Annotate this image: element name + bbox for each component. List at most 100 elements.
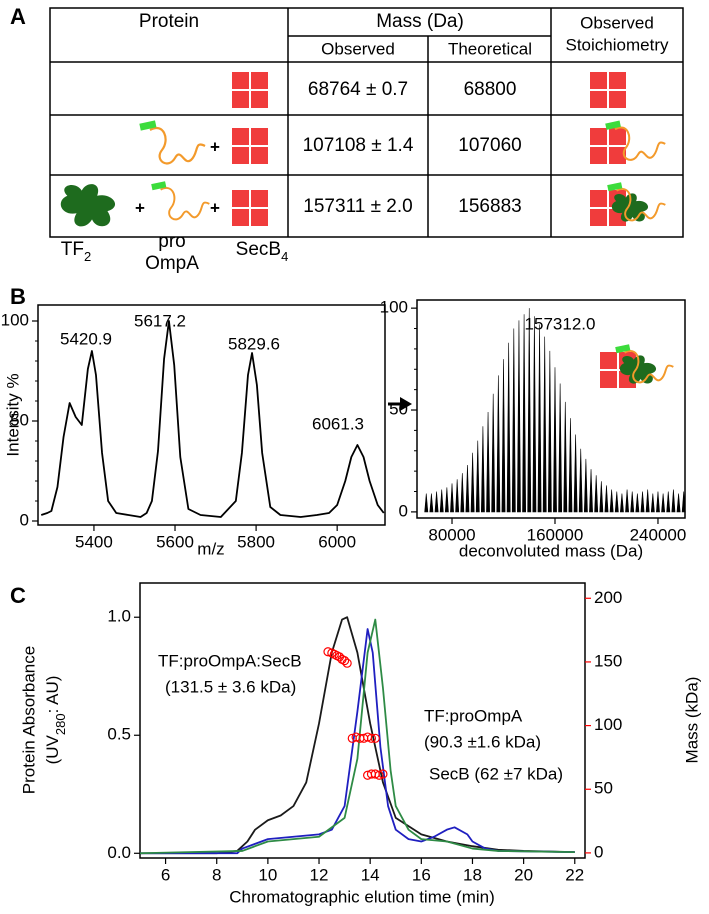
spectrum-peak: [589, 469, 593, 513]
x-tick-label: 240000: [630, 525, 687, 544]
cell: 156883: [458, 196, 521, 217]
label-subscript: 2: [84, 249, 91, 264]
panel-label: C: [10, 583, 26, 608]
header-cell: Observed: [321, 39, 395, 58]
label-text: TF: [61, 239, 84, 260]
spectrum-peak: [583, 458, 588, 513]
spectrum-peak: [522, 314, 526, 513]
x-tick-label: 12: [310, 865, 329, 884]
spectrum-peak: [563, 401, 568, 513]
spectrum-peak: [470, 452, 475, 513]
spectrum-peak: [532, 316, 537, 513]
header-cell: Protein: [139, 11, 199, 32]
spectrum-peak: [444, 487, 449, 513]
spectrum-peak: [465, 465, 470, 513]
annotation: TF:proOmpA: [424, 706, 523, 725]
y-tick-label: 50: [10, 410, 29, 429]
unit-text: : AU): [43, 676, 62, 714]
peak-label: 5420.9: [60, 329, 112, 348]
plus-sign: +: [135, 198, 145, 217]
mass-marker: [342, 658, 352, 668]
secb-icon: [590, 128, 626, 164]
spectrum-peak: [455, 479, 460, 513]
x-tick-label: 14: [361, 865, 380, 884]
spectrum-peak: [573, 434, 578, 513]
panel-label: B: [10, 284, 26, 309]
mass-marker: [374, 770, 384, 780]
y2-tick-label: 200: [594, 588, 622, 607]
x-tick-label: 80000: [428, 525, 475, 544]
spectrum-peak: [486, 412, 490, 513]
secb-icon: [232, 190, 268, 226]
spectrum-peak: [542, 336, 547, 513]
spectrum-peak: [434, 491, 439, 513]
cell: 157311 ± 2.0: [303, 196, 412, 217]
spectrum-peak: [604, 485, 609, 513]
spectrum-peak: [666, 491, 671, 513]
cell: 68800: [464, 79, 517, 100]
header-cell: Mass (Da): [376, 11, 464, 32]
y2-axis-label: Mass (kDa): [682, 677, 701, 764]
y-tick-label: 0.5: [107, 725, 131, 744]
proompa-icon: [150, 180, 211, 221]
y2-tick-label: 0: [594, 842, 603, 861]
y-axis-label: Protein Absorbance: [19, 646, 38, 794]
plus-sign: +: [210, 198, 220, 217]
header-cell: Stoichiometry: [566, 35, 669, 54]
spectrum-peak: [630, 491, 635, 513]
header-cell: Observed: [580, 13, 654, 32]
peak-label: 157312.0: [525, 314, 596, 333]
unit-subscript: 280: [53, 713, 68, 735]
spectrum-peak: [619, 493, 624, 513]
spectrum-peak: [609, 489, 614, 513]
y-tick-label: 0.0: [107, 843, 131, 862]
spectrum-peak: [501, 359, 506, 513]
plot-frame: [139, 582, 586, 859]
spectrum-peak: [511, 328, 516, 513]
y2-tick-label: 150: [594, 651, 622, 670]
y-tick-label: 0: [399, 501, 408, 520]
table: Protein Mass (Da) Observed Theoretical O…: [49, 7, 684, 238]
spectrum-peak: [599, 481, 604, 513]
secb-icon: [232, 72, 268, 108]
cell: 107108 ± 1.4: [303, 135, 414, 156]
x-axis-label: Chromatographic elution time (min): [229, 887, 495, 906]
y-tick-label: 1.0: [107, 607, 131, 626]
spectrum-peak: [424, 493, 429, 513]
mass-marker: [366, 733, 377, 743]
spectrum-peak: [450, 483, 454, 513]
data-line: [139, 618, 575, 855]
x-axis-label: deconvoluted mass (Da): [459, 541, 643, 560]
panel-label: A: [10, 4, 26, 29]
annotation: (131.5 ± 3.6 kDa): [165, 677, 296, 696]
spectrum-peak: [625, 489, 629, 513]
x-axis-label: m/z: [197, 539, 224, 558]
spectrum-peak: [614, 491, 619, 513]
tf-icon: [60, 184, 116, 227]
plot-frame: [37, 304, 386, 526]
x-tick-label: 6000: [318, 532, 356, 551]
mass-marker: [339, 656, 350, 666]
spectrum-peak: [661, 493, 666, 513]
secb-icon: [590, 72, 626, 108]
y2-tick-label: 50: [594, 779, 613, 798]
spectrum-peak: [635, 493, 640, 513]
spectrum-peak: [671, 489, 676, 513]
spectrum-peak: [568, 418, 573, 513]
y-tick-label: 100: [1, 310, 29, 329]
spectrum-peak: [527, 308, 532, 513]
x-tick-label: 22: [565, 865, 584, 884]
y-tick-label: 50: [389, 400, 408, 419]
y-axis-label: Intensity %: [3, 373, 22, 456]
peak-label: 6061.3: [312, 414, 364, 433]
component-label: OmpA: [145, 253, 199, 274]
x-tick-label: 160000: [527, 525, 584, 544]
unit-text: (UV: [43, 734, 62, 764]
proompa-icon: [138, 120, 207, 165]
spectrum-peak: [517, 320, 521, 513]
y-tick-label: 100: [380, 298, 408, 317]
data-line: [40, 320, 385, 518]
spectrum-peak: [537, 324, 542, 513]
